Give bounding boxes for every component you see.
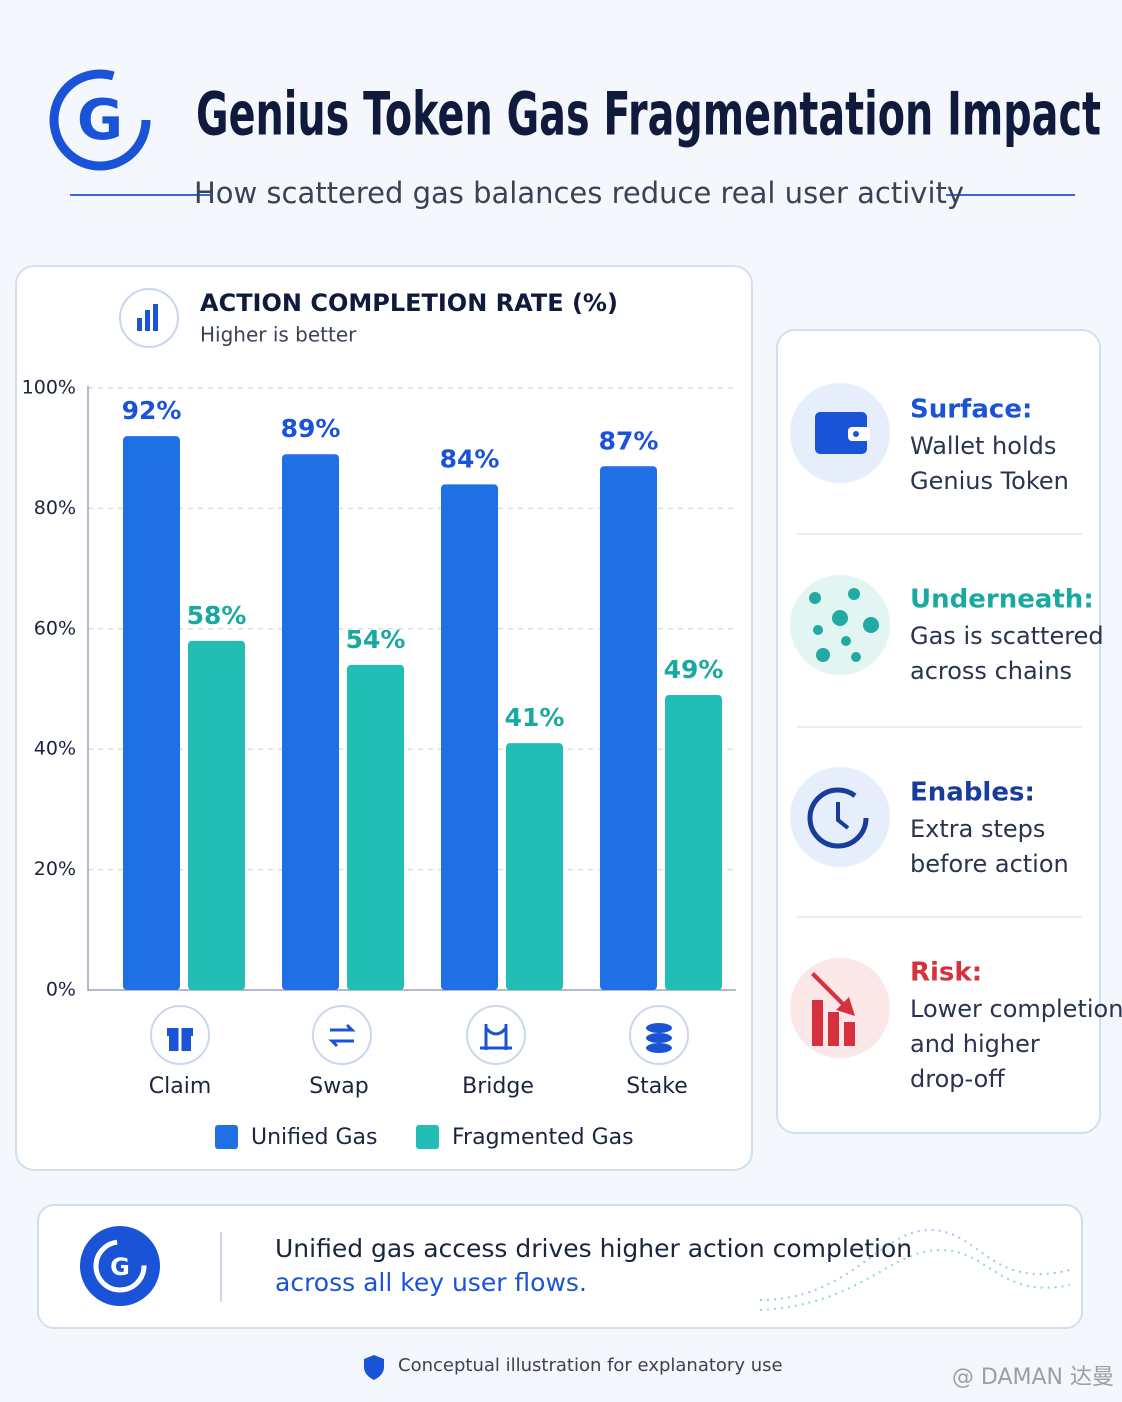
category-glyphs	[167, 1023, 672, 1053]
svg-text:G: G	[77, 88, 123, 153]
footer-logo: G	[80, 1226, 160, 1306]
insight-icons	[790, 383, 890, 1058]
value-label: 87%	[599, 426, 659, 455]
value-label: 58%	[187, 601, 247, 630]
insights: Surface: Wallet holds Genius Token Undernea…	[910, 395, 1122, 1094]
svg-text:G: G	[110, 1253, 130, 1281]
insight-dividers	[797, 533, 1082, 918]
legend-swatch	[416, 1125, 439, 1149]
chart-title: ACTION COMPLETION RATE (%)	[200, 289, 618, 317]
bar	[123, 436, 180, 990]
chart-icon	[119, 288, 179, 348]
footnote: Conceptual illustration for explanatory …	[398, 1355, 783, 1376]
x-tick-label: Bridge	[462, 1074, 534, 1099]
bar	[665, 695, 722, 990]
legend-label: Unified Gas	[251, 1125, 378, 1150]
page-subtitle: How scattered gas balances reduce real u…	[194, 176, 964, 210]
y-tick-label: 60%	[34, 617, 76, 639]
y-tick-label: 100%	[22, 377, 76, 399]
bar	[347, 664, 404, 990]
logo: G	[49, 69, 151, 171]
x-tick-label: Swap	[309, 1074, 368, 1099]
insight-label: Risk:	[910, 958, 982, 988]
legend-label: Fragmented Gas	[452, 1125, 634, 1150]
bar	[282, 454, 339, 991]
insight-text: and higher	[910, 1030, 1040, 1058]
insight-card	[776, 329, 1101, 1134]
footer-card	[37, 1204, 1083, 1329]
insight-text: Extra steps	[910, 815, 1045, 843]
legend: Unified Gas Fragmented Gas	[215, 1125, 634, 1150]
chart-subtitle: Higher is better	[200, 323, 357, 347]
watermark: @ DAMAN 达曼	[952, 1365, 1114, 1390]
shield-icon	[364, 1355, 384, 1380]
footer-line: across all key user flows.	[275, 1268, 587, 1297]
bar	[188, 640, 245, 990]
y-tick-label: 20%	[34, 858, 76, 880]
value-label: 89%	[281, 414, 341, 443]
insight-label: Enables:	[910, 778, 1035, 808]
insight-text: drop-off	[910, 1065, 1005, 1093]
x-tick-label: Claim	[149, 1074, 212, 1099]
y-tick-label: 40%	[34, 738, 76, 760]
value-label: 54%	[346, 625, 406, 654]
insight-text: Genius Token	[910, 467, 1069, 495]
bar	[600, 466, 657, 990]
value-label: 41%	[505, 703, 565, 732]
bar	[441, 484, 498, 990]
insight-text: Wallet holds	[910, 432, 1056, 460]
y-tick-label: 0%	[46, 979, 76, 1001]
insight-text: before action	[910, 850, 1069, 878]
value-label: 84%	[440, 444, 500, 473]
insight-label: Underneath:	[910, 585, 1094, 615]
x-tick-label: Stake	[626, 1074, 688, 1099]
insight-text: Gas is scattered	[910, 622, 1104, 650]
y-tick-label: 80%	[34, 497, 76, 519]
bar	[506, 743, 563, 990]
value-label: 92%	[122, 396, 182, 425]
insight-text: Lower completion	[910, 995, 1122, 1023]
insight-text: across chains	[910, 657, 1072, 685]
page-title: Genius Token Gas Fragmentation Impact	[196, 80, 1101, 150]
legend-swatch	[215, 1125, 238, 1149]
value-label: 49%	[664, 655, 724, 684]
plot: 0% 20% 40% 60% 80% 100% Claim 92% 58% Swap 89% 54% B…	[22, 377, 736, 1099]
footer-line: Unified gas access drives higher action …	[275, 1234, 912, 1263]
insight-label: Surface:	[910, 395, 1032, 425]
